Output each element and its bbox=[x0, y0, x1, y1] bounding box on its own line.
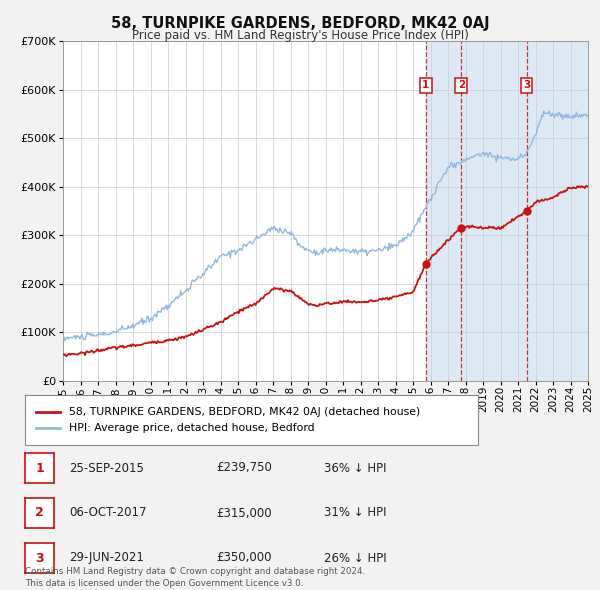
Text: Contains HM Land Registry data © Crown copyright and database right 2024.: Contains HM Land Registry data © Crown c… bbox=[25, 568, 365, 576]
Text: 06-OCT-2017: 06-OCT-2017 bbox=[69, 506, 146, 520]
Text: 31% ↓ HPI: 31% ↓ HPI bbox=[324, 506, 386, 520]
Legend: 58, TURNPIKE GARDENS, BEDFORD, MK42 0AJ (detached house), HPI: Average price, de: 58, TURNPIKE GARDENS, BEDFORD, MK42 0AJ … bbox=[36, 408, 420, 433]
Text: This data is licensed under the Open Government Licence v3.0.: This data is licensed under the Open Gov… bbox=[25, 579, 304, 588]
Text: Price paid vs. HM Land Registry's House Price Index (HPI): Price paid vs. HM Land Registry's House … bbox=[131, 29, 469, 42]
Text: £350,000: £350,000 bbox=[216, 552, 271, 565]
Text: £239,750: £239,750 bbox=[216, 461, 272, 474]
Text: 2: 2 bbox=[35, 506, 44, 520]
Text: 3: 3 bbox=[523, 80, 530, 90]
Text: £315,000: £315,000 bbox=[216, 506, 272, 520]
Text: 2: 2 bbox=[458, 80, 465, 90]
Text: 26% ↓ HPI: 26% ↓ HPI bbox=[324, 552, 386, 565]
Text: 36% ↓ HPI: 36% ↓ HPI bbox=[324, 461, 386, 474]
Bar bbox=[426, 41, 588, 381]
Text: 1: 1 bbox=[35, 461, 44, 474]
Text: 25-SEP-2015: 25-SEP-2015 bbox=[69, 461, 144, 474]
Text: 3: 3 bbox=[35, 552, 44, 565]
Text: 29-JUN-2021: 29-JUN-2021 bbox=[69, 552, 144, 565]
Text: 58, TURNPIKE GARDENS, BEDFORD, MK42 0AJ: 58, TURNPIKE GARDENS, BEDFORD, MK42 0AJ bbox=[110, 16, 490, 31]
Text: 1: 1 bbox=[422, 80, 430, 90]
